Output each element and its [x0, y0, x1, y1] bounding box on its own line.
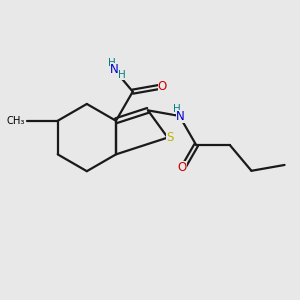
Text: N: N [176, 110, 184, 123]
Text: H: H [118, 70, 126, 80]
Text: H: H [108, 58, 116, 68]
Text: N: N [110, 63, 119, 76]
Text: O: O [158, 80, 167, 93]
Text: H: H [173, 104, 181, 115]
Text: O: O [178, 161, 187, 174]
Text: CH₃: CH₃ [6, 116, 25, 126]
Text: S: S [166, 131, 174, 144]
